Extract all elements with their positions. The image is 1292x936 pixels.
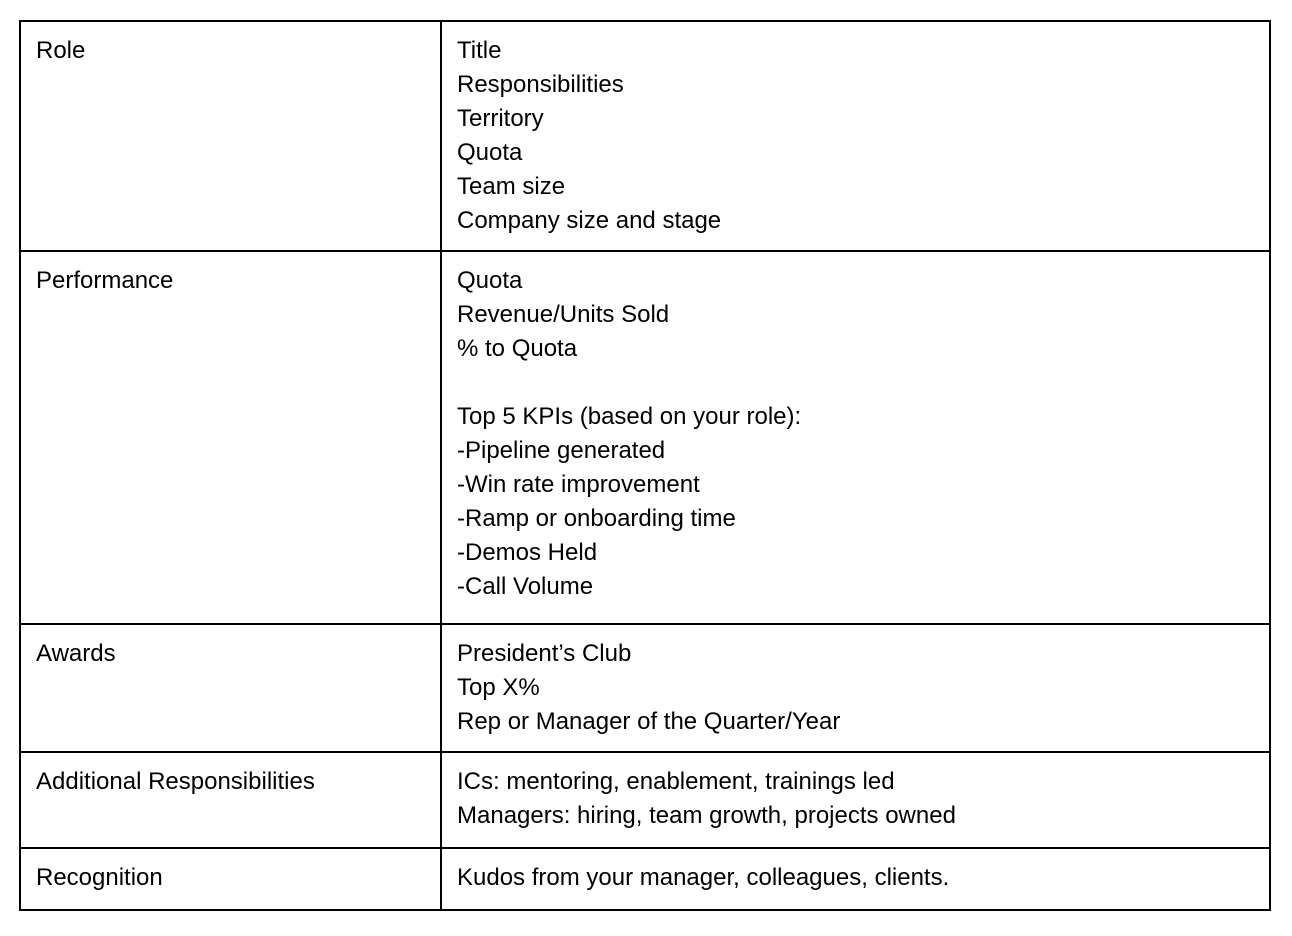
row-label: Awards (36, 640, 116, 667)
cell-line: President’s Club (457, 640, 632, 667)
cell-line: Top X% (457, 674, 540, 701)
cell-line: Kudos from your manager, colleagues, cli… (457, 864, 950, 891)
cell-line-blank (457, 366, 1254, 400)
cell-line: Company size and stage (457, 207, 722, 234)
cell-line: -Call Volume (457, 573, 594, 600)
cell-line: Top 5 KPIs (based on your role): (457, 403, 802, 430)
cell-line: Quota (457, 267, 523, 294)
cell-line: Team size (457, 173, 566, 200)
cell-line: Rep or Manager of the Quarter/Year (457, 708, 841, 735)
row-value-cell: Quota Revenue/Units Sold % to Quota Top … (440, 250, 1271, 625)
cell-line: -Pipeline generated (457, 437, 666, 464)
row-label: Role (36, 37, 86, 64)
row-value-cell: ICs: mentoring, enablement, trainings le… (440, 751, 1271, 849)
row-label-cell: Performance (19, 250, 442, 625)
cell-line: Revenue/Units Sold (457, 301, 670, 328)
table-row-additional-responsibilities: Additional Responsibilities ICs: mentori… (19, 751, 1271, 849)
table-row-role: Role Title Responsibilities Territory Qu… (19, 20, 1271, 252)
cell-line: -Ramp or onboarding time (457, 505, 736, 532)
cell-line: ICs: mentoring, enablement, trainings le… (457, 768, 895, 795)
cell-line: Title (457, 37, 502, 64)
cell-line: Quota (457, 139, 523, 166)
row-label-cell: Awards (19, 623, 442, 753)
categories-table: Role Title Responsibilities Territory Qu… (19, 20, 1271, 911)
table-row-recognition: Recognition Kudos from your manager, col… (19, 847, 1271, 911)
cell-line: Managers: hiring, team growth, projects … (457, 802, 956, 829)
cell-line: % to Quota (457, 335, 578, 362)
cell-line: -Demos Held (457, 539, 598, 566)
cell-line: -Win rate improvement (457, 471, 700, 498)
row-value-cell: President’s Club Top X% Rep or Manager o… (440, 623, 1271, 753)
row-label: Performance (36, 267, 174, 294)
table-row-performance: Performance Quota Revenue/Units Sold % t… (19, 250, 1271, 625)
row-label-cell: Role (19, 20, 442, 252)
cell-line: Territory (457, 105, 544, 132)
row-value-cell: Kudos from your manager, colleagues, cli… (440, 847, 1271, 911)
row-label-cell: Additional Responsibilities (19, 751, 442, 849)
row-label: Additional Responsibilities (36, 768, 315, 795)
cell-line: Responsibilities (457, 71, 624, 98)
row-value-cell: Title Responsibilities Territory Quota T… (440, 20, 1271, 252)
table-row-awards: Awards President’s Club Top X% Rep or Ma… (19, 623, 1271, 753)
row-label: Recognition (36, 864, 163, 891)
row-label-cell: Recognition (19, 847, 442, 911)
